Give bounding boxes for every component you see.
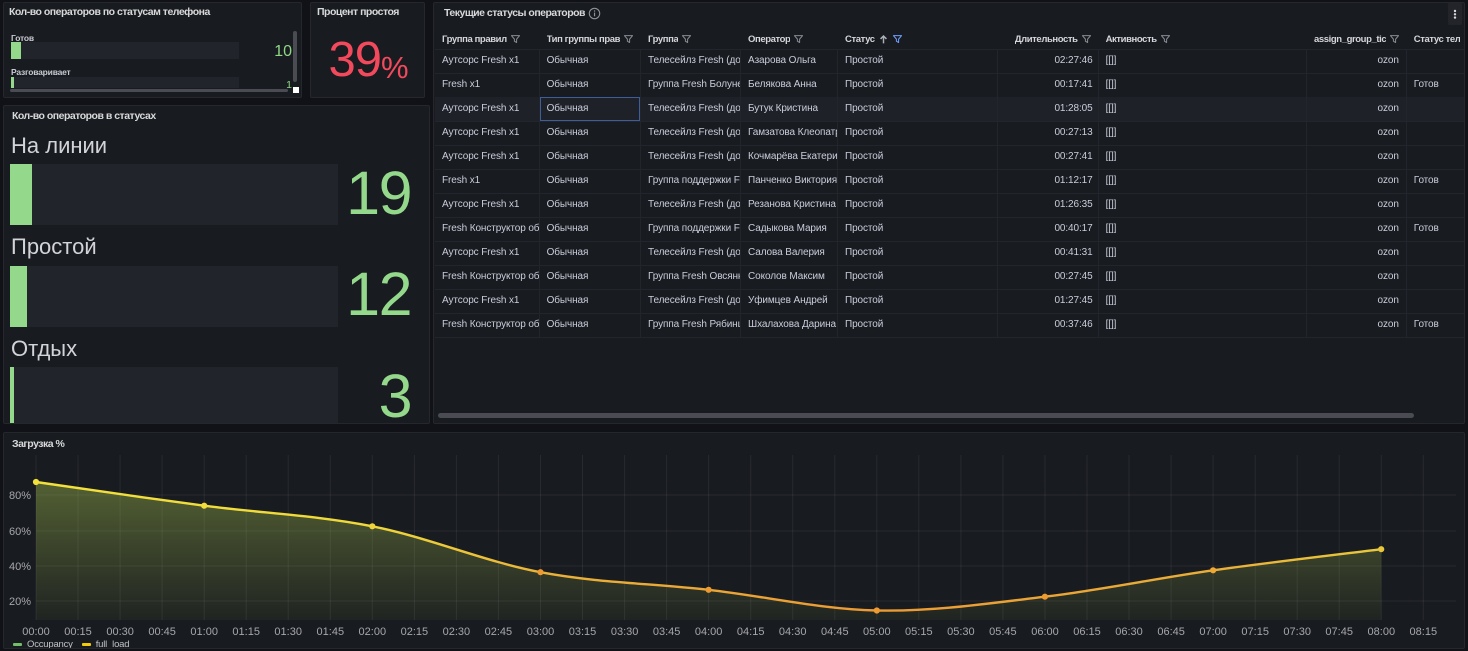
svg-text:02:00: 02:00: [359, 626, 387, 638]
svg-text:04:15: 04:15: [737, 626, 765, 638]
svg-text:01:45: 01:45: [317, 626, 345, 638]
svg-text:07:00: 07:00: [1199, 626, 1227, 638]
svg-text:02:30: 02:30: [443, 626, 471, 638]
svg-text:00:45: 00:45: [148, 626, 176, 638]
svg-text:03:15: 03:15: [569, 626, 597, 638]
svg-text:01:15: 01:15: [232, 626, 260, 638]
svg-text:08:00: 08:00: [1368, 626, 1396, 638]
svg-text:02:45: 02:45: [485, 626, 513, 638]
svg-text:07:30: 07:30: [1283, 626, 1311, 638]
svg-text:00:15: 00:15: [64, 626, 92, 638]
svg-text:05:45: 05:45: [989, 626, 1017, 638]
svg-text:40%: 40%: [9, 561, 31, 573]
svg-text:80%: 80%: [9, 490, 31, 502]
svg-text:01:00: 01:00: [190, 626, 218, 638]
svg-text:06:15: 06:15: [1073, 626, 1101, 638]
svg-text:04:45: 04:45: [821, 626, 849, 638]
svg-text:02:15: 02:15: [401, 626, 429, 638]
svg-text:00:30: 00:30: [106, 626, 134, 638]
svg-text:04:00: 04:00: [695, 626, 723, 638]
svg-text:00:00: 00:00: [22, 626, 50, 638]
svg-text:05:15: 05:15: [905, 626, 933, 638]
svg-text:07:45: 07:45: [1325, 626, 1353, 638]
svg-text:01:30: 01:30: [274, 626, 302, 638]
svg-text:04:30: 04:30: [779, 626, 807, 638]
svg-text:06:00: 06:00: [1031, 626, 1059, 638]
svg-text:60%: 60%: [9, 526, 31, 538]
svg-text:03:45: 03:45: [653, 626, 681, 638]
svg-text:03:00: 03:00: [527, 626, 555, 638]
svg-text:08:15: 08:15: [1410, 626, 1438, 638]
svg-text:20%: 20%: [9, 596, 31, 608]
svg-text:05:30: 05:30: [947, 626, 975, 638]
svg-text:06:45: 06:45: [1157, 626, 1185, 638]
svg-text:06:30: 06:30: [1115, 626, 1143, 638]
svg-text:07:15: 07:15: [1241, 626, 1269, 638]
svg-text:05:00: 05:00: [863, 626, 891, 638]
svg-text:03:30: 03:30: [611, 626, 639, 638]
